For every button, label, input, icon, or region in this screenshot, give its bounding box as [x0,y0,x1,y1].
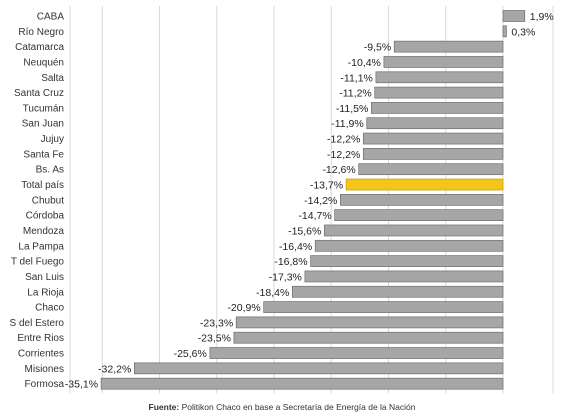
category-label: S del Estero [10,318,65,329]
category-label: La Pampa [18,241,64,252]
bar [340,193,504,206]
bar [370,102,504,114]
category-label: Salta [41,73,64,84]
bar [362,132,504,145]
value-label: -15,6% [288,225,321,237]
category-label: La Rioja [27,287,64,298]
category-label: Jujuy [41,134,64,145]
value-label: -20,9% [227,302,260,314]
category-label: CABA [37,12,65,23]
bar [383,56,504,68]
value-label: -18,4% [256,287,289,299]
value-label: -32,2% [98,363,131,375]
value-label: -16,4% [279,241,312,253]
bar [233,331,504,344]
category-label: Bs. As [36,165,64,176]
bar [304,270,504,283]
bar [314,239,504,252]
category-label: Río Negro [18,27,64,38]
value-label: -13,7% [310,180,343,192]
value-label: -11,2% [339,88,372,100]
value-label: -16,8% [274,256,307,268]
bar [393,40,504,53]
category-label: Chubut [32,195,64,206]
category-labels: CABA Río Negro Catamarca Neuquén Salta Santa … [10,12,65,391]
bar-chart: CABA Río Negro Catamarca Neuquén Salta Santa … [10,6,554,394]
value-label: -12,6% [322,164,355,176]
bar [362,148,504,160]
bar [133,362,504,375]
category-label: Tucumán [23,103,64,114]
category-label: Entre Rios [17,333,64,344]
value-label: -35,1% [65,379,98,391]
bar [324,224,504,237]
value-label: -12,2% [327,149,360,161]
source-note: Fuente: Politikon Chaco en base a Secret… [0,402,564,412]
value-label: -11,9% [331,118,364,130]
value-label: -12,2% [327,134,360,146]
category-label: Formosa [25,379,65,390]
source-text: Politikon Chaco en base a Secretaría de … [179,402,416,412]
bar [334,209,504,222]
category-label: Misiones [25,364,64,375]
category-label: Santa Fe [23,149,64,160]
bar [100,377,504,390]
value-label: -23,3% [200,317,233,329]
category-label: Mendoza [23,226,65,237]
value-label: -23,5% [198,333,231,345]
bar [502,25,507,38]
value-label: -17,3% [269,271,302,283]
category-label: Catamarca [15,42,64,53]
category-label: San Juan [22,119,64,130]
category-label: Corrientes [18,349,64,360]
bar [291,285,504,298]
value-label: 1,9% [530,11,554,23]
category-label: Santa Cruz [14,88,64,99]
bar [235,316,504,329]
bar [358,163,504,176]
bar [374,86,504,99]
bar [375,71,504,84]
category-label: Total país [21,180,64,191]
category-label: San Luis [25,272,64,283]
value-label: 0,3% [511,26,535,38]
bars [100,10,526,390]
bar [263,301,504,313]
value-label: -11,5% [336,103,369,115]
bar-highlight [345,178,504,191]
bar [310,255,504,267]
value-label: -14,7% [298,210,331,222]
category-label: Córdoba [26,211,65,222]
category-label: T del Fuego [11,257,65,268]
value-label: -11,1% [340,72,373,84]
bar [366,117,504,130]
category-label: Neuquén [23,57,64,68]
bar [502,10,526,22]
category-label: Chaco [35,303,64,314]
value-labels: 1,9% 0,3% -9,5% -10,4% -11,1% -11,2% -11,5% -11… [65,11,554,391]
source-label: Fuente: [148,402,180,412]
value-label: -14,2% [304,195,337,207]
bar [209,347,504,359]
value-label: -10,4% [348,57,381,69]
value-label: -9,5% [364,42,391,54]
value-label: -25,6% [174,348,207,360]
